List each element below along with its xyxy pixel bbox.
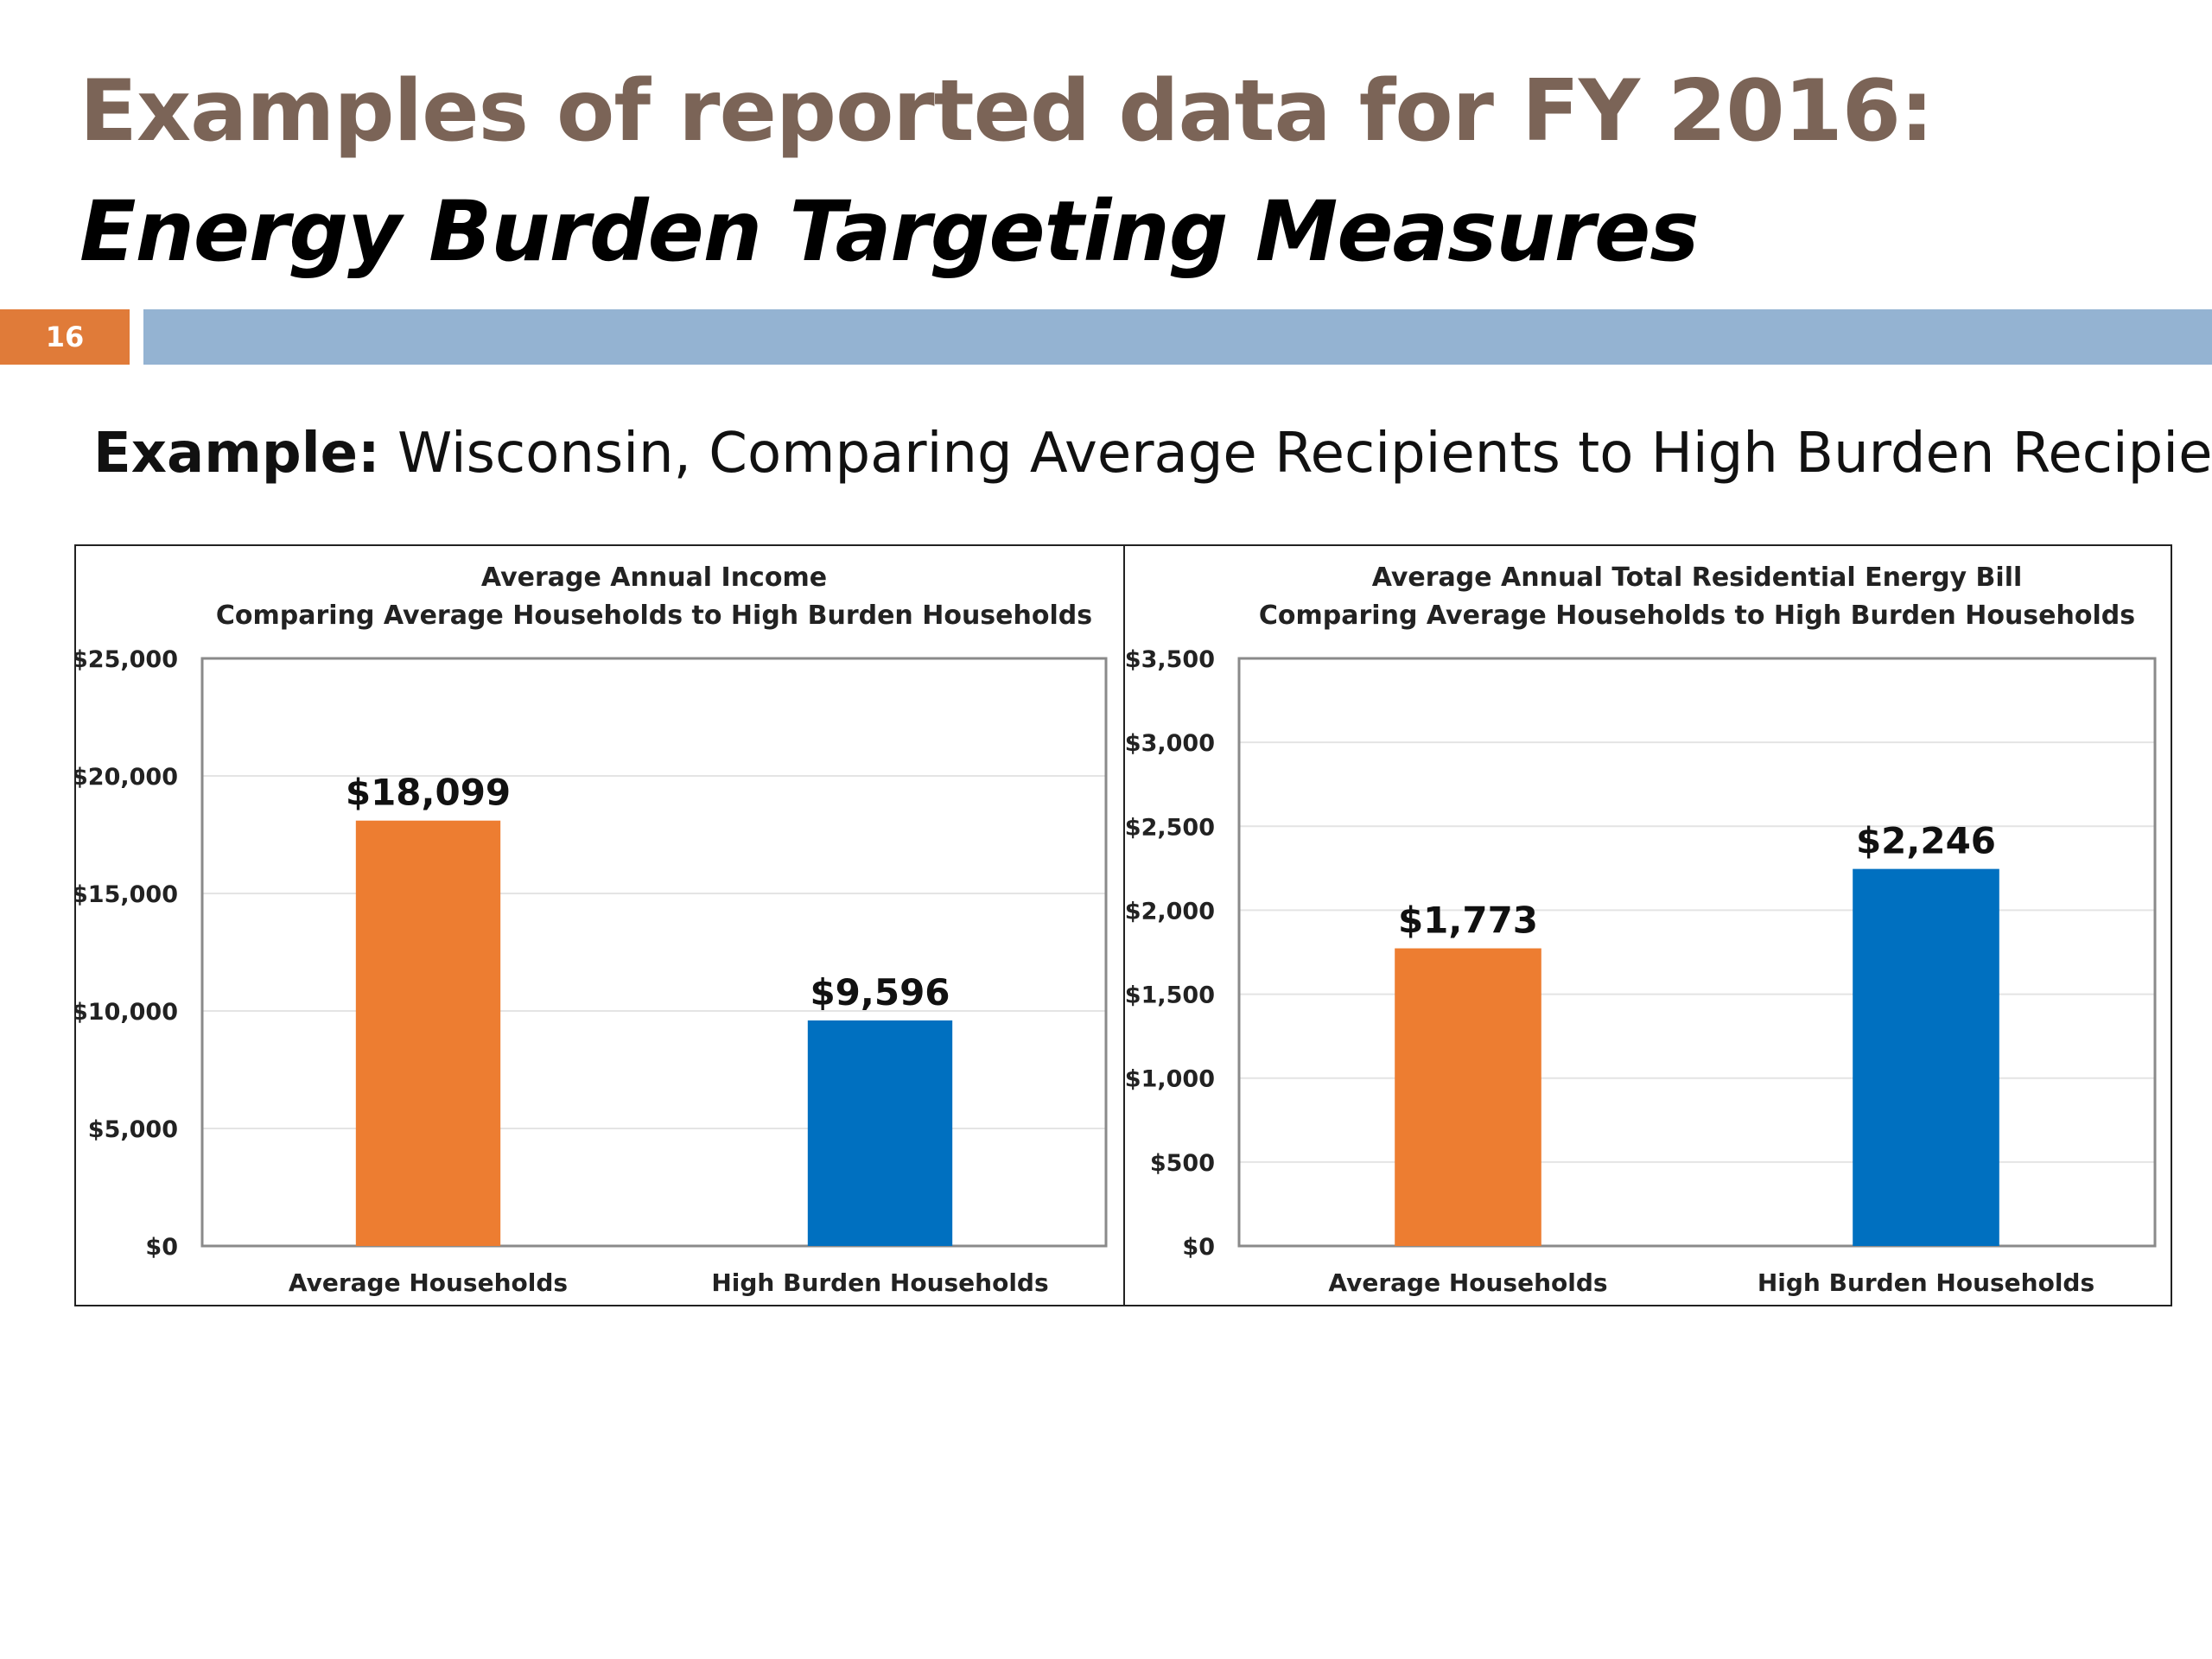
plot-area-border: [1237, 657, 2157, 1248]
energy-bill-bar-chart: Average Annual Total Residential Energy …: [1125, 563, 2157, 1297]
y-tick-label: $10,000: [76, 999, 178, 1026]
header-divider-bar: [143, 309, 2212, 365]
bar: [807, 1020, 953, 1246]
y-tick-label: $1,500: [1125, 982, 1215, 1009]
bar: [1853, 868, 1999, 1246]
chart-title: Average Annual Total Residential Energy …: [1372, 563, 2023, 593]
slide-number-badge: 16: [0, 309, 130, 365]
y-tick-label: $3,000: [1125, 730, 1215, 757]
chart-subtitle: Comparing Average Households to High Bur…: [216, 601, 1092, 631]
bar-value-label: $1,773: [1398, 899, 1538, 942]
slide-subtitle: Energy Burden Targeting Measures: [79, 183, 1699, 280]
charts-divider: [1123, 544, 1125, 1306]
y-tick-label: $0: [145, 1234, 178, 1261]
plot-area-border: [200, 657, 1108, 1248]
x-category-label: Average Households: [289, 1268, 568, 1297]
slide-title: Examples of reported data for FY 2016:: [79, 62, 1934, 161]
y-tick-label: $15,000: [76, 881, 178, 908]
example-caption: Example: Wisconsin, Comparing Average Re…: [93, 422, 2212, 486]
example-text: Wisconsin, Comparing Average Recipients …: [379, 422, 2212, 486]
y-tick-label: $2,000: [1125, 898, 1215, 925]
chart-title: Average Annual Income: [481, 563, 827, 593]
bar-value-label: $18,099: [346, 772, 511, 814]
bar: [355, 820, 501, 1246]
y-tick-label: $500: [1150, 1150, 1215, 1177]
y-tick-label: $20,000: [76, 764, 178, 791]
bar-value-label: $9,596: [810, 971, 950, 1014]
example-label: Example:: [93, 422, 380, 486]
y-tick-label: $0: [1182, 1234, 1215, 1261]
bar-value-label: $2,246: [1856, 820, 1996, 862]
bar: [1395, 948, 1541, 1246]
y-tick-label: $2,500: [1125, 814, 1215, 841]
income-bar-chart: Average Annual Income Comparing Average H…: [76, 563, 1108, 1297]
y-tick-label: $3,500: [1125, 646, 1215, 673]
x-category-label: High Burden Households: [1758, 1268, 2094, 1297]
x-category-label: High Burden Households: [711, 1268, 1048, 1297]
y-tick-label: $5,000: [88, 1116, 178, 1143]
y-tick-label: $25,000: [76, 646, 178, 673]
chart-subtitle: Comparing Average Households to High Bur…: [1259, 601, 2135, 631]
y-tick-label: $1,000: [1125, 1066, 1215, 1093]
x-category-label: Average Households: [1328, 1268, 1607, 1297]
